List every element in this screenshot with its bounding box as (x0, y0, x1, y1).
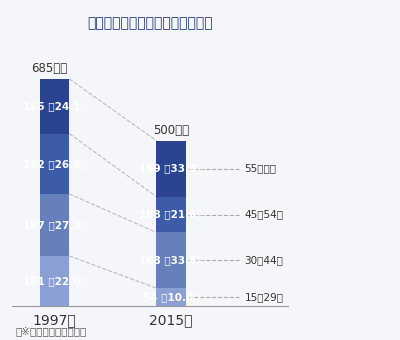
Text: （※）（　）内は構成比: （※）（ ）内は構成比 (16, 327, 87, 337)
Text: 187 （27.3）: 187 （27.3） (22, 220, 86, 230)
Text: 500万人: 500万人 (153, 124, 189, 137)
Text: 165 （24.1）: 165 （24.1） (22, 101, 86, 111)
Text: 45〜54歳: 45〜54歳 (244, 209, 284, 220)
Text: 151 （22.0）: 151 （22.0） (23, 276, 86, 286)
Text: 182 （26.6）: 182 （26.6） (23, 159, 86, 169)
Text: 15〜29歳: 15〜29歳 (244, 292, 284, 302)
Bar (156, 288, 186, 306)
Text: 54 （10.8）: 54 （10.8） (143, 292, 200, 302)
Bar (156, 233, 186, 288)
Bar (40, 194, 69, 256)
Text: 55歳以上: 55歳以上 (244, 164, 276, 174)
Bar (40, 256, 69, 306)
Bar (156, 197, 186, 233)
Text: 108 （21.6）: 108 （21.6） (140, 209, 203, 220)
Text: 685万人: 685万人 (31, 62, 67, 75)
Bar (40, 79, 69, 134)
Title: 建設業就業者数の年齢階層別推移: 建設業就業者数の年齢階層別推移 (87, 16, 213, 30)
Bar (40, 134, 69, 194)
Text: 168 （33.6）: 168 （33.6） (140, 255, 203, 265)
Text: 169 （33.8）: 169 （33.8） (140, 164, 203, 174)
Bar (156, 140, 186, 197)
Text: 30〜44歳: 30〜44歳 (244, 255, 283, 265)
